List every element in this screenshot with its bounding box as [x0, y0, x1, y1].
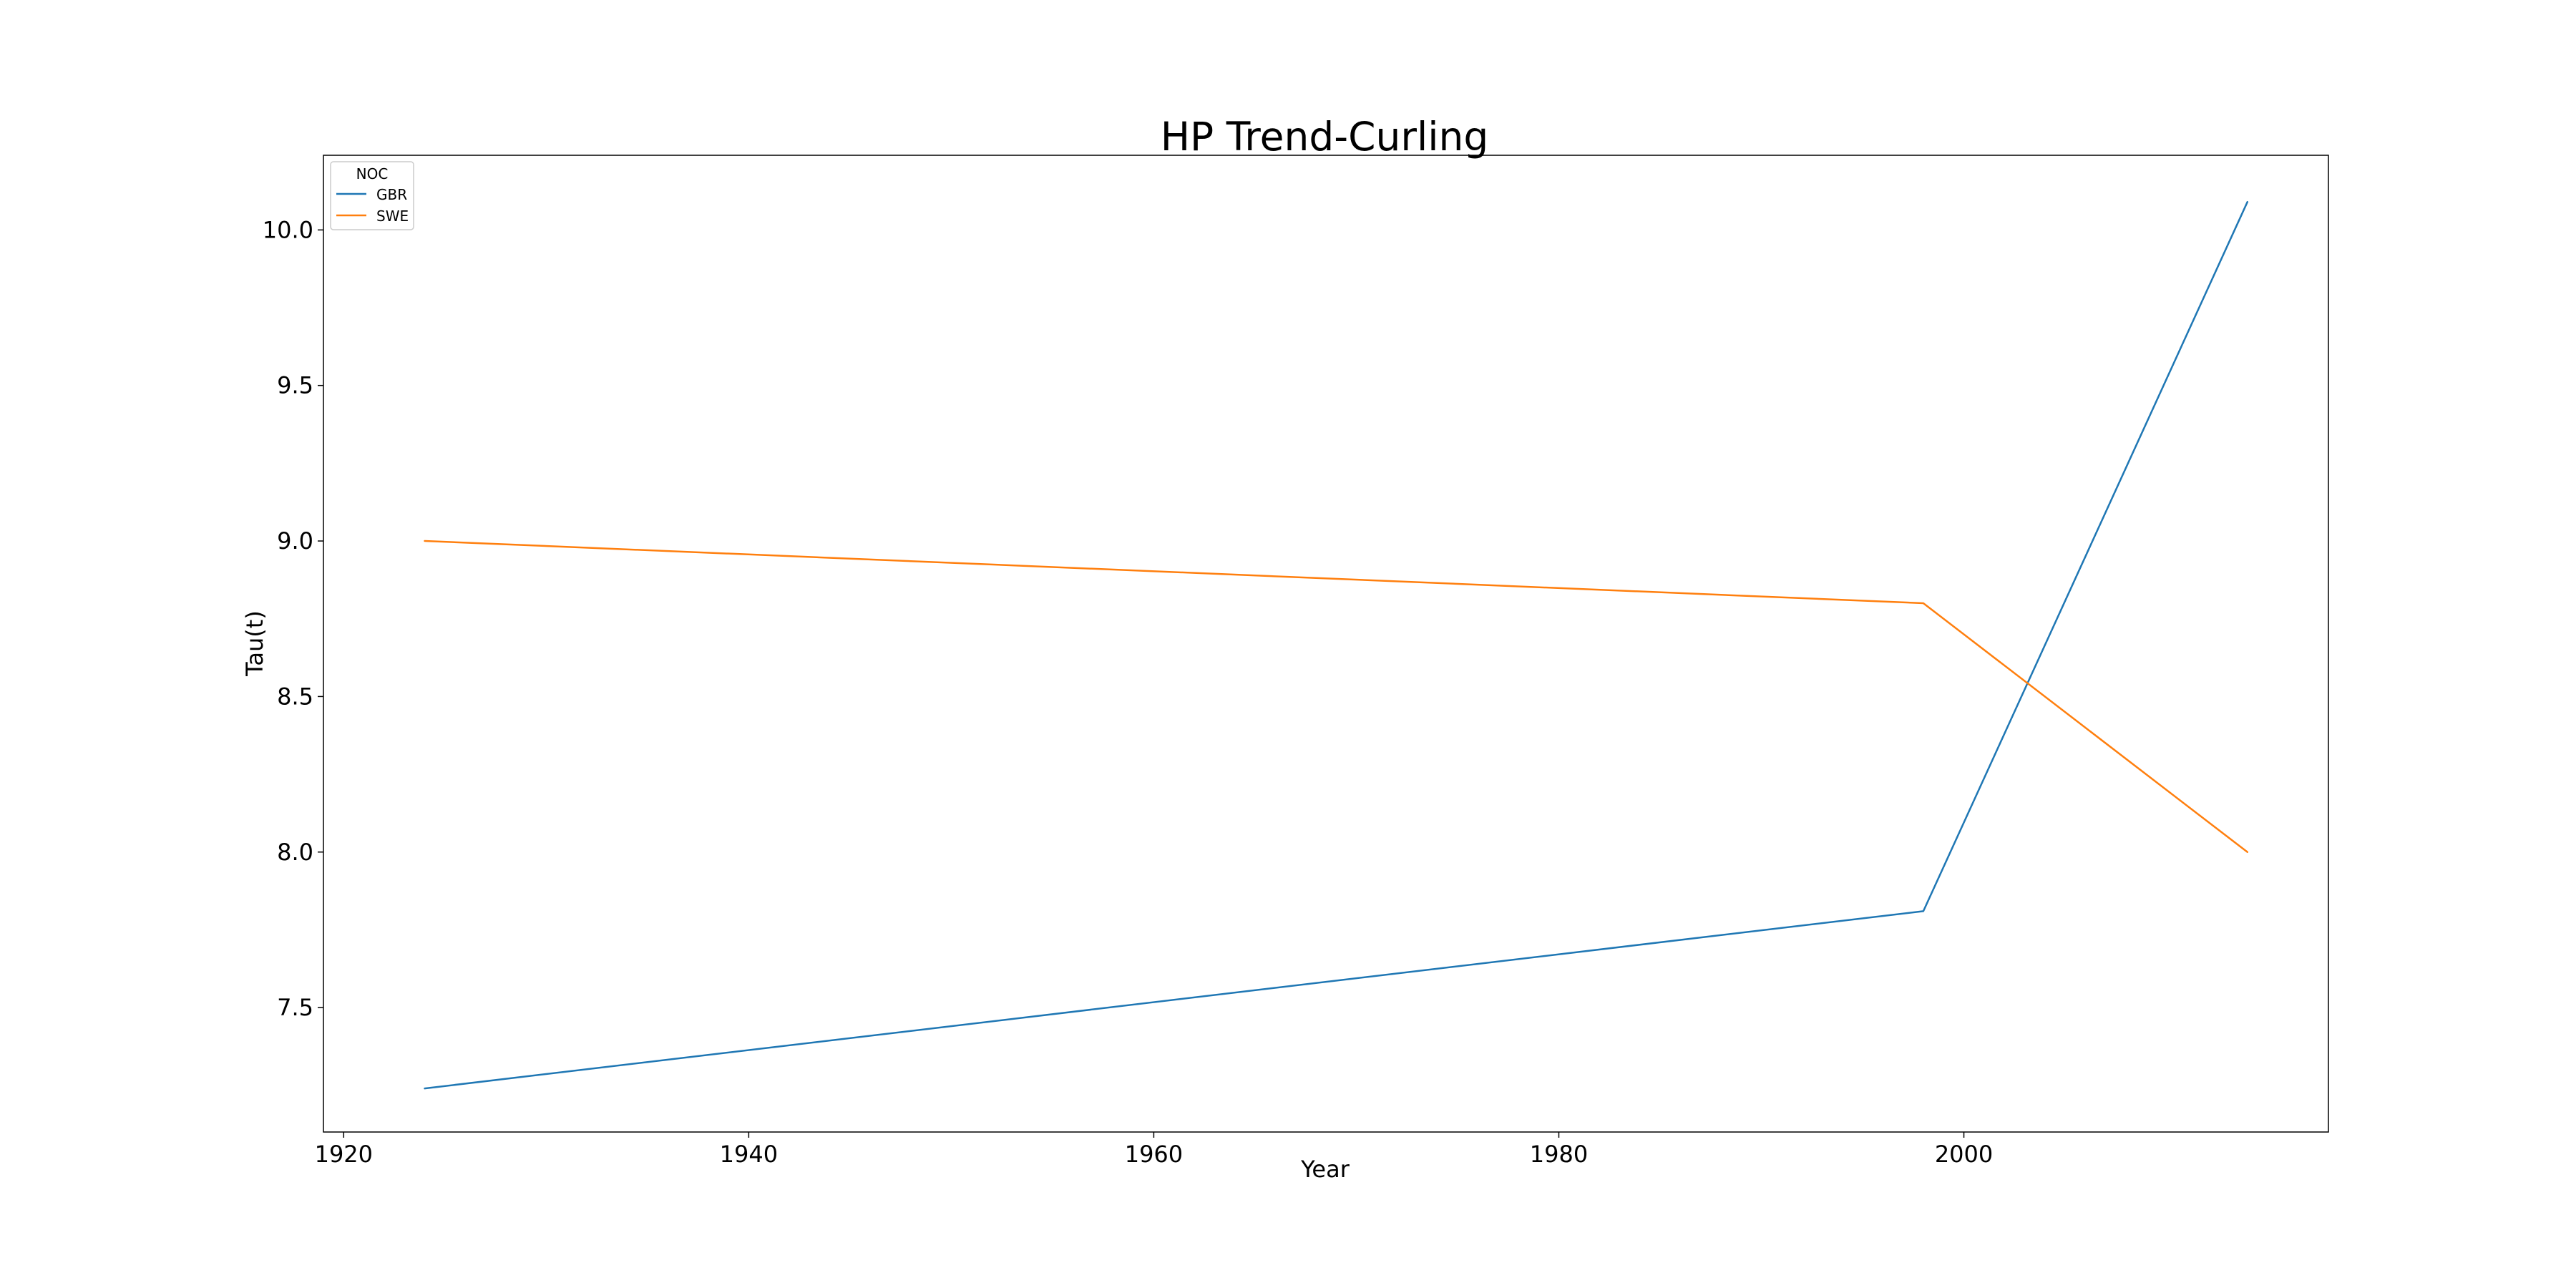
legend-label-gbr: GBR	[376, 186, 407, 203]
series-line-swe	[424, 540, 2249, 854]
series-layer	[424, 200, 2249, 1090]
y-tick-label: 10.0	[263, 216, 313, 243]
plot-area-frame	[323, 155, 2329, 1133]
legend: NOC GBR SWE	[330, 161, 414, 230]
legend-label-swe: SWE	[376, 208, 409, 225]
y-tick-label: 8.5	[277, 683, 313, 710]
x-tick-label: 1940	[720, 1141, 778, 1168]
legend-title: NOC	[356, 165, 389, 182]
y-tick-label: 9.0	[277, 527, 313, 555]
y-tick-label: 7.5	[277, 994, 313, 1021]
legend-box	[330, 161, 414, 230]
x-tick-label: 1960	[1125, 1141, 1183, 1168]
x-axis-label: Year	[1300, 1156, 1350, 1183]
ticks-layer: 1920 1940 1960 1980 2000 7.5 8.0 8.5 9.0 9.5 10.0	[263, 216, 1994, 1168]
y-tick-label: 8.0	[277, 839, 313, 866]
x-tick-label: 2000	[1935, 1141, 1993, 1168]
x-tick-label: 1920	[315, 1141, 373, 1168]
chart-title: HP Trend-Curling	[1161, 114, 1489, 160]
y-tick-label: 9.5	[277, 372, 313, 399]
series-line-gbr	[424, 200, 2249, 1090]
y-axis-label: Tau(t)	[241, 610, 268, 677]
x-tick-label: 1980	[1530, 1141, 1588, 1168]
